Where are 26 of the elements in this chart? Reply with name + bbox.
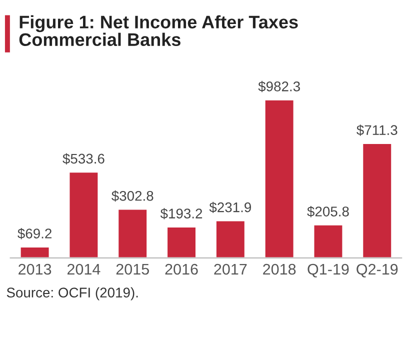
data-label: $193.2 (160, 208, 202, 220)
bar (215, 220, 246, 258)
bar (117, 208, 148, 258)
x-tick-label: Q2-19 (356, 264, 398, 278)
source-note: Source: OCFI (2019). (6, 287, 138, 300)
x-tick-label: 2016 (165, 264, 198, 275)
bar (68, 171, 100, 258)
bar (19, 246, 50, 258)
data-label: $302.8 (112, 190, 154, 202)
data-label: $231.9 (209, 202, 251, 214)
chart-title: Figure 1: Net Income After Taxes Commercial Banks (19, 15, 298, 46)
bar (166, 226, 197, 258)
data-label: $982.3 (258, 80, 300, 92)
x-tick-label: 2015 (116, 264, 149, 275)
bar (264, 98, 295, 258)
bar (362, 142, 392, 258)
data-label: $533.6 (62, 153, 104, 164)
data-label: $205.8 (307, 206, 349, 218)
x-tick-label: 2013 (18, 264, 52, 275)
bar (312, 224, 344, 258)
x-tick-label: Q1-19 (308, 264, 349, 278)
data-label: $711.3 (356, 124, 398, 136)
data-label: $69.2 (18, 228, 52, 240)
x-tick-label: 2018 (263, 264, 296, 275)
x-tick-label: 2014 (67, 264, 100, 275)
x-tick-label: 2017 (214, 264, 247, 275)
